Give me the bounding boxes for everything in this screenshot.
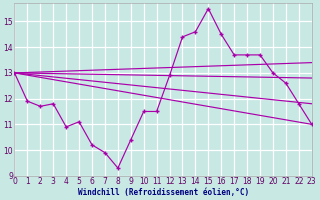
- X-axis label: Windchill (Refroidissement éolien,°C): Windchill (Refroidissement éolien,°C): [77, 188, 249, 197]
